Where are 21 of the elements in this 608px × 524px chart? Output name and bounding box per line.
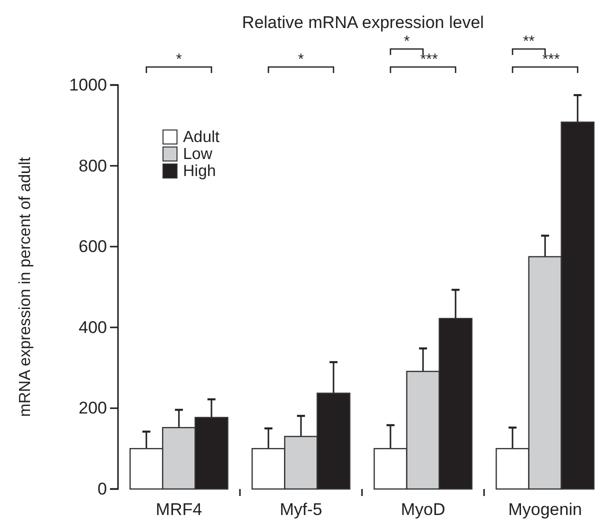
y-tick-label: 0 [98,479,107,498]
y-axis-title: mRNA expression in percent of adult [17,156,34,417]
legend-label: Low [183,146,213,163]
y-tick-label: 200 [78,398,107,418]
text: * [176,51,182,68]
chart-title: Relative mRNA expression level [242,13,484,32]
x-tick-label: Myf-5 [280,500,322,520]
legend-label: High [183,163,216,180]
y-tick-label: 1000 [69,75,107,94]
text: *** [542,51,560,68]
text: * [404,33,410,50]
x-tick-label: Myogenin [508,500,582,520]
x-tick-label: MRF4 [156,500,202,520]
text: ** [522,33,535,50]
text: *** [420,51,438,68]
legend-label: Adult [183,129,220,146]
y-tick-label: 800 [78,156,107,176]
y-tick-label: 400 [78,318,107,337]
x-tick-label: MyoD [400,500,446,520]
text: * [298,51,304,68]
y-tick-label: 600 [78,237,107,256]
